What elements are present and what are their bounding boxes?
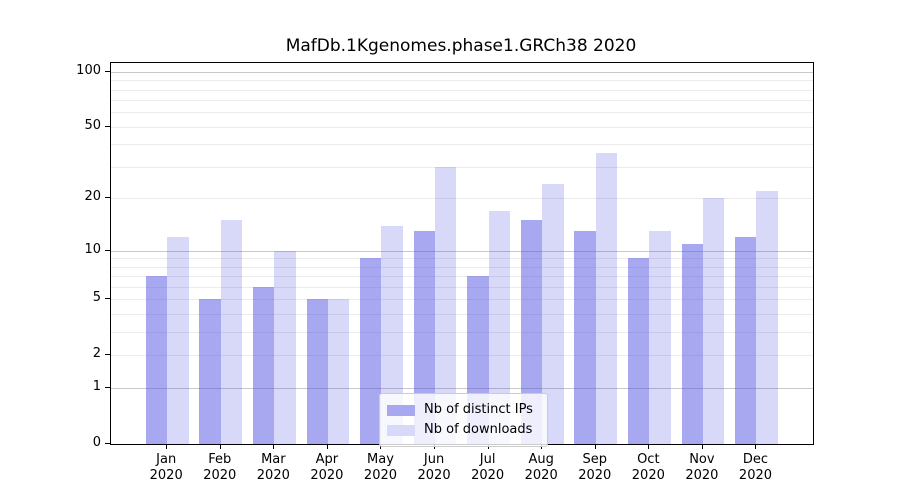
chart-title: MafDb.1Kgenomes.phase1.GRCh38 2020	[285, 36, 637, 56]
gridline-minor	[111, 258, 813, 260]
gridline-minor	[111, 198, 813, 200]
y-tick-label: 100	[76, 62, 101, 78]
x-tick-label: Apr 2020	[310, 452, 344, 483]
gridline-minor	[111, 266, 813, 268]
y-tick-label: 5	[92, 290, 101, 306]
bar-distinct-ips-may	[360, 258, 382, 444]
x-tick-label: Jun 2020	[417, 452, 451, 483]
bar-downloads-jul	[488, 210, 510, 444]
gridline-major	[111, 71, 813, 73]
gridline-major	[111, 250, 813, 252]
gridline-minor	[111, 355, 813, 357]
bar-downloads-may	[381, 225, 403, 444]
legend-row-downloads: Nb of downloads	[387, 420, 539, 440]
bar-downloads-dec	[756, 191, 778, 444]
bar-downloads-feb	[220, 220, 243, 444]
x-tick-mark	[166, 444, 168, 449]
legend-label-distinct-ips: Nb of distinct IPs	[424, 402, 533, 417]
x-tick-label: Nov 2020	[685, 452, 719, 483]
legend-swatch-distinct-ips	[387, 404, 415, 416]
x-tick-label: Mar 2020	[256, 452, 290, 483]
y-tick-mark	[105, 354, 110, 356]
plot-area: Nb of distinct IPs Nb of downloads	[110, 62, 814, 447]
bar-downloads-jun	[435, 166, 457, 444]
y-tick-label: 50	[84, 117, 101, 133]
y-tick-mark	[105, 387, 110, 389]
x-tick-label: Jan 2020	[149, 452, 183, 483]
gridline-minor	[111, 112, 813, 114]
y-tick-label: 2	[92, 346, 101, 362]
x-tick-label: Jul 2020	[471, 452, 505, 483]
gridline-minor	[111, 100, 813, 102]
legend-label-downloads: Nb of downloads	[424, 422, 533, 437]
bar-distinct-ips-mar	[252, 287, 275, 444]
gridline-minor	[111, 276, 813, 278]
x-tick-label: Feb 2020	[203, 452, 237, 483]
gridline-minor	[111, 89, 813, 91]
x-tick-label: Sep 2020	[578, 452, 612, 483]
x-tick-label: Dec 2020	[738, 452, 773, 483]
bar-downloads-aug	[542, 184, 564, 444]
y-tick-mark	[105, 125, 110, 127]
x-tick-mark	[648, 444, 650, 449]
gridline-major	[111, 388, 813, 390]
bar-distinct-ips-jan	[145, 276, 168, 444]
gridline-minor	[111, 314, 813, 316]
x-tick-mark	[326, 444, 328, 449]
y-tick-label: 10	[84, 241, 101, 257]
bar-downloads-oct	[649, 231, 671, 444]
bar-downloads-jan	[167, 237, 189, 444]
bar-downloads-nov	[702, 198, 725, 444]
x-tick-mark	[701, 444, 703, 449]
bar-distinct-ips-jun	[413, 231, 436, 444]
bar-distinct-ips-nov	[681, 243, 703, 444]
x-tick-mark	[219, 444, 221, 449]
bar-downloads-mar	[274, 250, 296, 444]
bar-downloads-sep	[595, 152, 618, 444]
bar-distinct-ips-oct	[627, 258, 650, 444]
legend: Nb of distinct IPs Nb of downloads	[379, 393, 548, 447]
x-tick-mark	[755, 444, 757, 449]
legend-swatch-downloads	[387, 424, 415, 436]
y-tick-mark	[105, 70, 110, 72]
gridline-minor	[111, 287, 813, 289]
y-tick-mark	[105, 298, 110, 300]
gridline-minor	[111, 332, 813, 334]
x-tick-mark	[273, 444, 275, 449]
x-tick-label: May 2020	[363, 452, 398, 483]
x-tick-mark	[594, 444, 596, 449]
gridline-minor	[111, 299, 813, 301]
y-tick-mark	[105, 197, 110, 199]
y-tick-label: 1	[92, 379, 101, 395]
legend-row-distinct-ips: Nb of distinct IPs	[387, 400, 539, 420]
gridline-minor	[111, 166, 813, 168]
bar-distinct-ips-aug	[520, 220, 543, 444]
bar-distinct-ips-feb	[199, 299, 221, 444]
bar-distinct-ips-dec	[735, 237, 757, 444]
gridline-minor	[111, 144, 813, 146]
y-tick-label: 0	[92, 435, 101, 450]
gridline-minor	[111, 126, 813, 128]
bar-distinct-ips-sep	[574, 231, 596, 444]
y-tick-mark	[105, 443, 110, 444]
gridline-minor	[111, 80, 813, 82]
y-tick-label: 20	[84, 189, 101, 205]
bar-distinct-ips-apr	[306, 299, 328, 444]
y-tick-mark	[105, 249, 110, 251]
bar-downloads-apr	[327, 299, 350, 444]
x-tick-label: Oct 2020	[631, 452, 665, 483]
x-tick-label: Aug 2020	[524, 452, 558, 483]
